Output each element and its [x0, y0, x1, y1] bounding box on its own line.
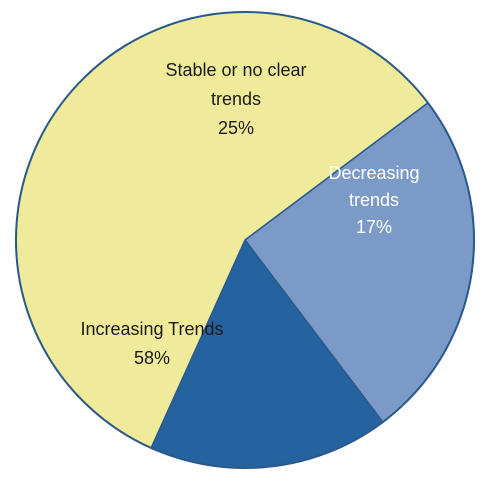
slice-value-label-0: 25% — [218, 118, 254, 138]
slice-label-1-line-1: trends — [349, 190, 399, 210]
slice-value-label-2: 58% — [134, 348, 170, 368]
slice-label-0-line-1: trends — [211, 89, 261, 109]
slice-label-0-line-0: Stable or no clear — [165, 60, 306, 80]
slice-label-2-line-0: Increasing Trends — [80, 319, 223, 339]
slice-label-1-line-0: Decreasing — [328, 163, 419, 183]
pie-slices — [15, 11, 475, 469]
slice-value-label-1: 17% — [356, 217, 392, 237]
pie-outline — [15, 11, 475, 469]
pie-labels: Stable or no clear trends 25% Decreasing tre… — [80, 60, 419, 368]
